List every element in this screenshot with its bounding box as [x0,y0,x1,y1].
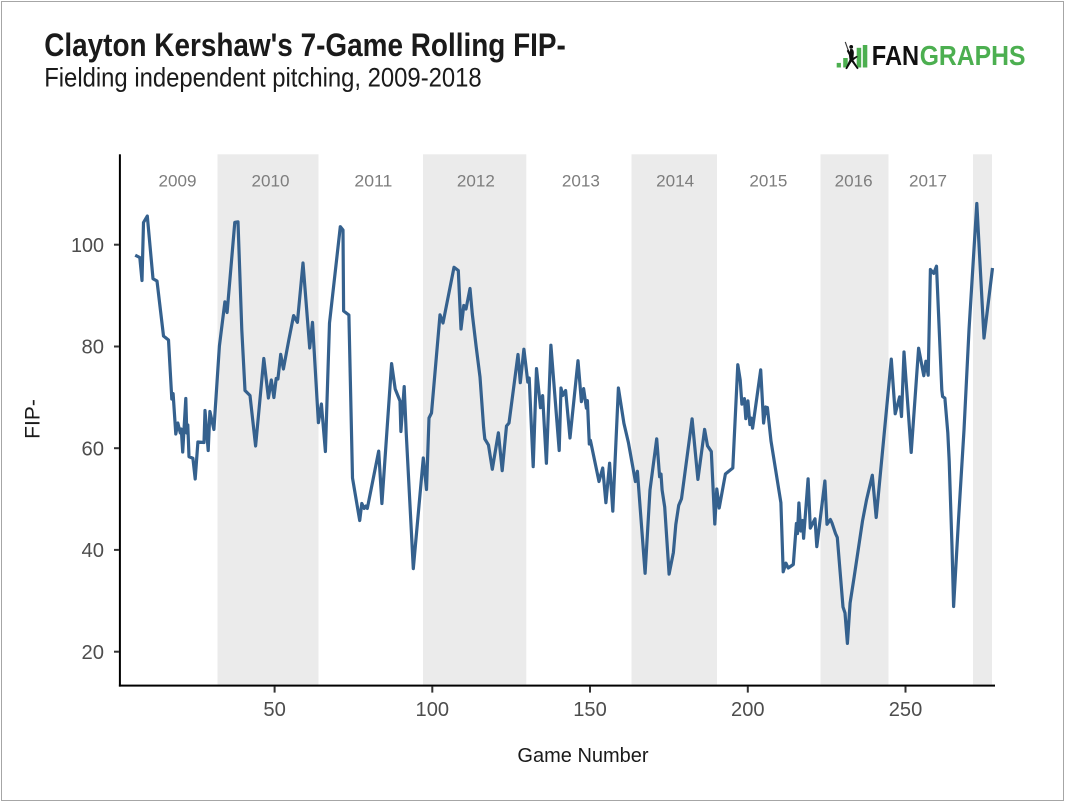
svg-text:2013: 2013 [562,172,600,191]
svg-text:40: 40 [82,540,105,562]
svg-text:2009: 2009 [159,172,197,191]
svg-text:80: 80 [82,337,105,359]
svg-text:50: 50 [263,699,286,721]
svg-text:100: 100 [71,235,104,257]
svg-text:FIP-: FIP- [21,399,44,439]
svg-text:Fielding independent pitching,: Fielding independent pitching, 2009-2018 [44,63,482,93]
svg-text:100: 100 [416,699,450,721]
svg-text:GRAPHS: GRAPHS [920,40,1026,71]
svg-text:200: 200 [731,699,765,721]
svg-text:2012: 2012 [457,172,495,191]
svg-text:2015: 2015 [749,172,787,191]
svg-text:2011: 2011 [354,172,392,191]
svg-text:2016: 2016 [835,172,873,191]
svg-text:2017: 2017 [909,172,947,191]
svg-text:2014: 2014 [656,172,694,191]
svg-text:Clayton Kershaw's 7-Game Rolli: Clayton Kershaw's 7-Game Rolling FIP- [44,27,566,63]
svg-text:2010: 2010 [252,172,290,191]
svg-text:150: 150 [573,699,607,721]
svg-text:250: 250 [889,699,923,721]
svg-text:FAN: FAN [872,40,919,71]
svg-text:60: 60 [82,438,105,460]
svg-text:20: 20 [82,642,105,664]
svg-text:Game Number: Game Number [517,745,648,767]
